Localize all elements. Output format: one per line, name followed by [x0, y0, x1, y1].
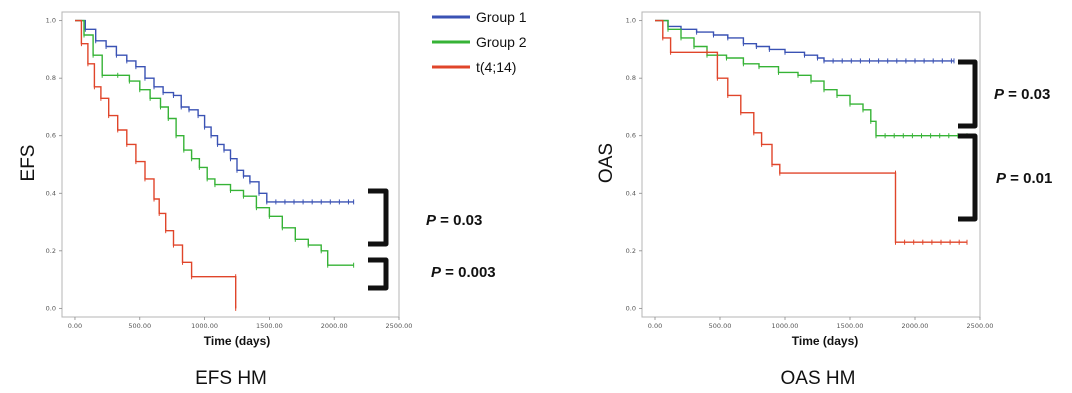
p-symbol: P: [996, 170, 1007, 187]
oas-title: OAS HM: [781, 368, 856, 389]
oas-y-axis-label: OAS: [596, 143, 617, 183]
efs-x-tick-label: 2000.00: [321, 322, 348, 330]
efs-axes: 0.0 0.2 0.4 0.6 0.8 1.0 0.00 500.00 1000.00 1500.…: [46, 17, 413, 330]
efs-x-tick-label: 0.00: [68, 322, 82, 330]
oas-axes: 0.0 0.2 0.4 0.6 0.8 1.0 0.00 500.00 1000.00 1500.…: [626, 17, 994, 330]
oas-bracket-lower: [958, 133, 978, 222]
efs-pvalue-lower-value: = 0.003: [441, 264, 496, 281]
efs-x-tick-label: 2500.00: [386, 322, 413, 330]
oas-brackets: [958, 59, 978, 222]
oas-y-tick-label: 0.6: [626, 132, 636, 140]
oas-y-tick-label: 0.8: [626, 74, 636, 82]
p-symbol: P: [994, 86, 1005, 103]
oas-pvalue-lower-value: = 0.01: [1006, 170, 1052, 187]
legend: Group 1 Group 2 t(4;14): [432, 9, 527, 75]
oas-pvalue-lower: P = 0.01: [996, 170, 1052, 187]
oas-x-tick-label: 2000.00: [902, 322, 929, 330]
efs-x-tick-label: 1500.00: [256, 322, 283, 330]
oas-x-tick-label: 1500.00: [837, 322, 864, 330]
oas-y-tick-label: 0.4: [626, 189, 636, 197]
efs-bracket-upper: [368, 188, 389, 247]
efs-pvalue-lower: P = 0.003: [431, 264, 496, 281]
oas-curve-group-1: [655, 19, 954, 62]
efs-panel: 0.0 0.2 0.4 0.6 0.8 1.0 0.00 500.00 1000.00 1500.…: [18, 11, 413, 389]
efs-y-tick-label: 0.0: [46, 304, 56, 312]
efs-y-tick-label: 0.6: [46, 132, 56, 140]
efs-pvalue-upper-value: = 0.03: [436, 212, 482, 229]
oas-bracket-upper: [958, 59, 978, 129]
p-symbol: P: [431, 264, 442, 281]
oas-y-tick-label: 0.2: [626, 247, 636, 255]
oas-pvalue-upper-value: = 0.03: [1004, 86, 1050, 103]
p-symbol: P: [426, 212, 437, 229]
efs-y-tick-label: 1.0: [46, 17, 56, 25]
efs-curve-group-2: [75, 19, 354, 266]
oas-y-tick-label: 0.0: [626, 304, 636, 312]
oas-curve-group-2: [655, 19, 967, 137]
oas-x-tick-label: 1000.00: [772, 322, 799, 330]
legend-label-group-2: Group 2: [476, 34, 527, 50]
efs-y-tick-label: 0.2: [46, 247, 56, 255]
efs-y-axis-label: EFS: [18, 145, 39, 182]
efs-x-tick-label: 500.00: [128, 322, 151, 330]
legend-label-t414: t(4;14): [476, 59, 516, 75]
efs-y-tick-label: 0.4: [46, 189, 56, 197]
legend-label-group-1: Group 1: [476, 9, 527, 25]
efs-x-tick-label: 1000.00: [191, 322, 218, 330]
oas-x-tick-label: 500.00: [709, 322, 732, 330]
efs-curves: [75, 19, 355, 311]
efs-bracket-lower: [368, 257, 389, 291]
efs-title: EFS HM: [195, 368, 267, 389]
oas-x-tick-label: 0.00: [648, 322, 662, 330]
oas-panel: 0.0 0.2 0.4 0.6 0.8 1.0 0.00 500.00 1000.00 1500.…: [596, 11, 994, 389]
oas-pvalue-upper: P = 0.03: [994, 86, 1050, 103]
efs-brackets: [368, 188, 389, 291]
oas-plot-frame: [641, 11, 981, 318]
oas-curves: [655, 19, 968, 245]
oas-y-tick-label: 1.0: [626, 17, 636, 25]
efs-y-tick-label: 0.8: [46, 74, 56, 82]
oas-x-tick-label: 2500.00: [967, 322, 994, 330]
efs-plot-frame: [61, 11, 400, 318]
efs-x-axis-label: Time (days): [204, 334, 270, 348]
oas-x-axis-label: Time (days): [792, 334, 858, 348]
efs-pvalue-upper: P = 0.03: [426, 212, 482, 229]
